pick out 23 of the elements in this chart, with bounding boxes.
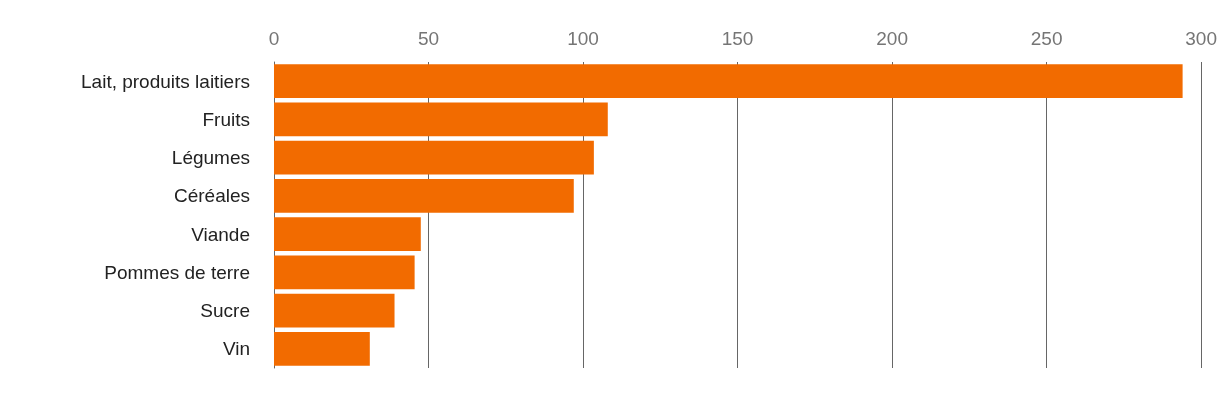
- bar: [274, 102, 608, 137]
- y-tick-label: Viande: [191, 223, 250, 245]
- x-tick-label: 100: [567, 28, 599, 49]
- y-tick-label: Lait, produits laitiers: [81, 70, 250, 92]
- x-tick-label: 250: [1030, 28, 1063, 49]
- y-tick-label: Vin: [222, 338, 250, 360]
- y-tick-label: Pommes de terre: [104, 261, 250, 283]
- bar: [274, 140, 594, 175]
- bar: [274, 64, 1183, 98]
- y-tick-label: Sucre: [200, 300, 250, 322]
- bar: [274, 217, 421, 251]
- bar: [274, 255, 415, 290]
- bar: [274, 332, 370, 366]
- x-tick-label: 0: [268, 28, 280, 49]
- y-tick-label: Céréales: [173, 185, 250, 207]
- x-tick-label: 50: [417, 28, 440, 49]
- x-tick-label: 200: [876, 28, 908, 49]
- y-tick-label: Fruits: [202, 108, 250, 130]
- y-tick-label: Légumes: [171, 147, 250, 169]
- x-tick-label: 150: [721, 28, 754, 49]
- x-tick-label: 300: [1185, 28, 1217, 49]
- bar: [274, 179, 574, 213]
- bar: [274, 293, 395, 328]
